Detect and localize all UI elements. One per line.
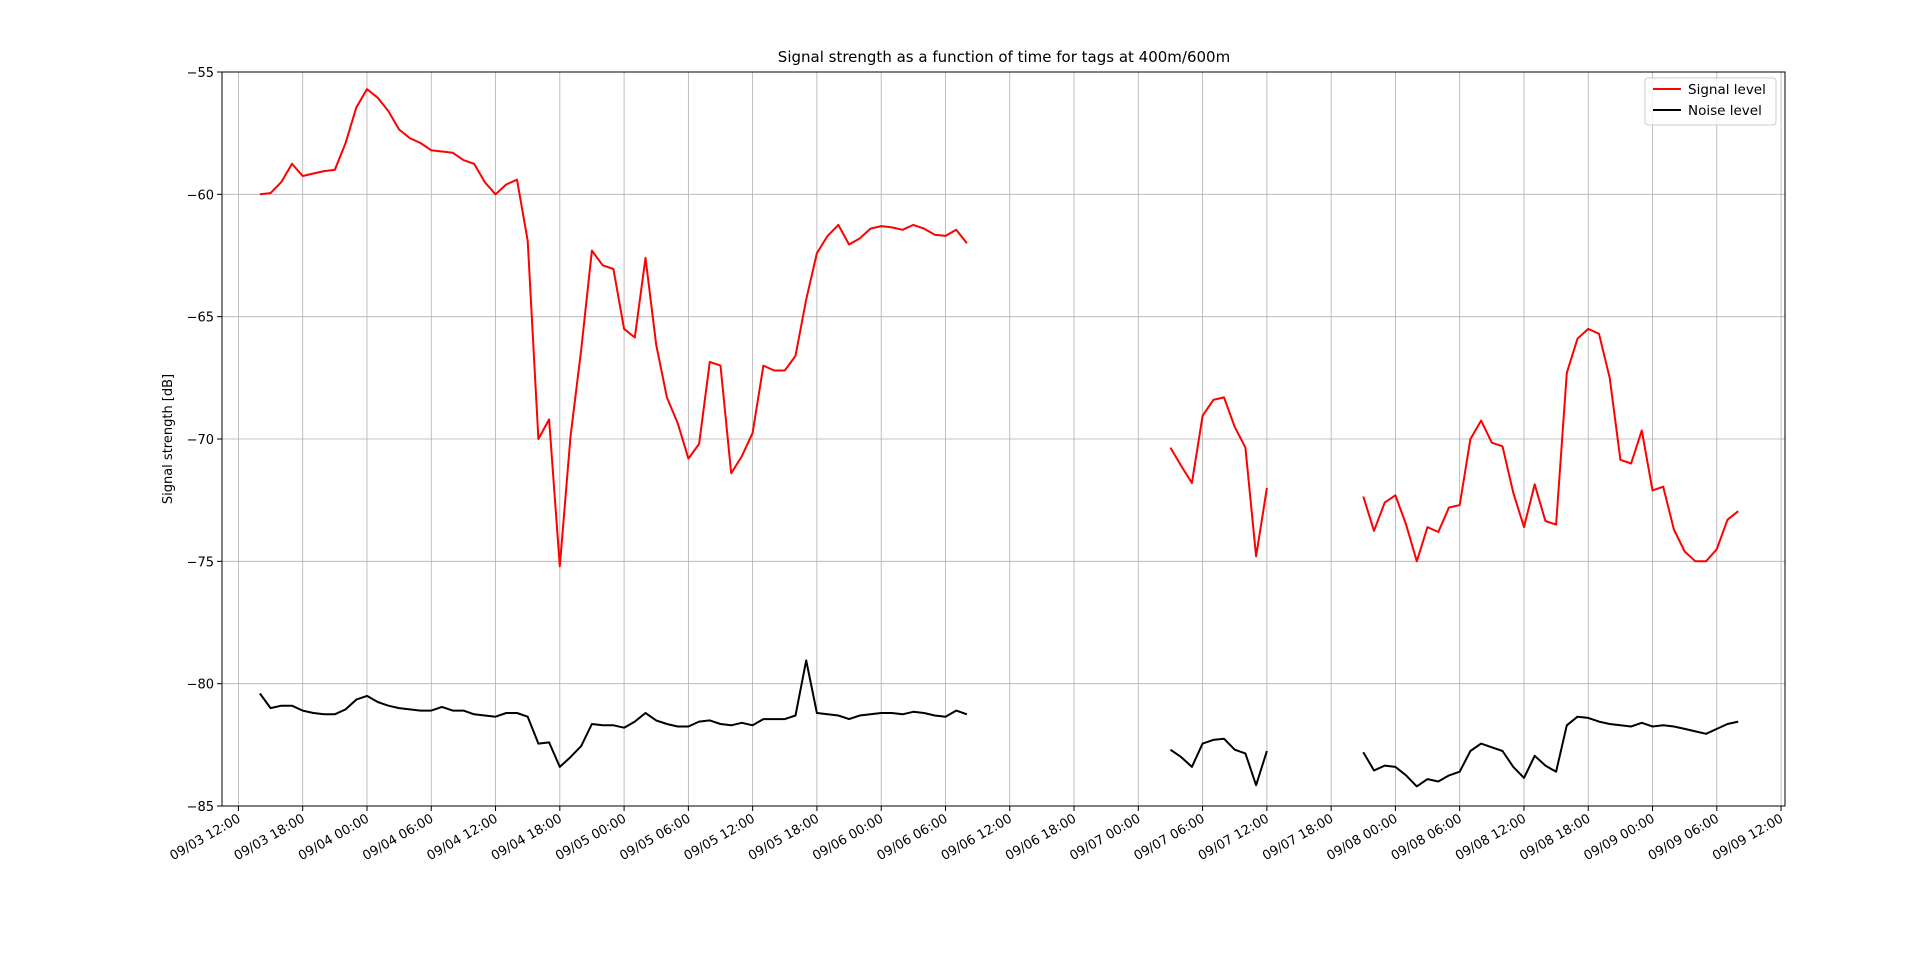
chart-title: Signal strength as a function of time fo… bbox=[778, 48, 1230, 66]
series-line bbox=[1169, 396, 1268, 558]
series-line bbox=[259, 659, 968, 768]
y-tick-label: −75 bbox=[187, 555, 214, 570]
legend: Signal level Noise level bbox=[1644, 77, 1777, 126]
series-line bbox=[1362, 715, 1739, 788]
y-tick-label: −65 bbox=[187, 311, 214, 326]
y-tick-label: −80 bbox=[187, 678, 214, 693]
y-tick-label: −70 bbox=[187, 433, 214, 448]
legend-label-noise: Noise level bbox=[1688, 103, 1762, 119]
series-line bbox=[1169, 737, 1268, 787]
legend-label-signal: Signal level bbox=[1688, 82, 1766, 98]
series-noise-level bbox=[259, 659, 1739, 788]
y-tick-label: −55 bbox=[187, 66, 214, 81]
y-tick-label: −60 bbox=[187, 188, 214, 203]
y-tick-label: −85 bbox=[187, 800, 214, 815]
series-signal-level bbox=[259, 88, 1739, 568]
series-line bbox=[1362, 327, 1739, 563]
series-layer bbox=[259, 88, 1739, 788]
series-line bbox=[259, 88, 968, 568]
y-axis: −85 −80 −75 −70 −65 −60 −55 bbox=[187, 66, 222, 815]
y-axis-label: Signal strength [dB] bbox=[161, 374, 176, 504]
grid bbox=[222, 71, 1785, 807]
